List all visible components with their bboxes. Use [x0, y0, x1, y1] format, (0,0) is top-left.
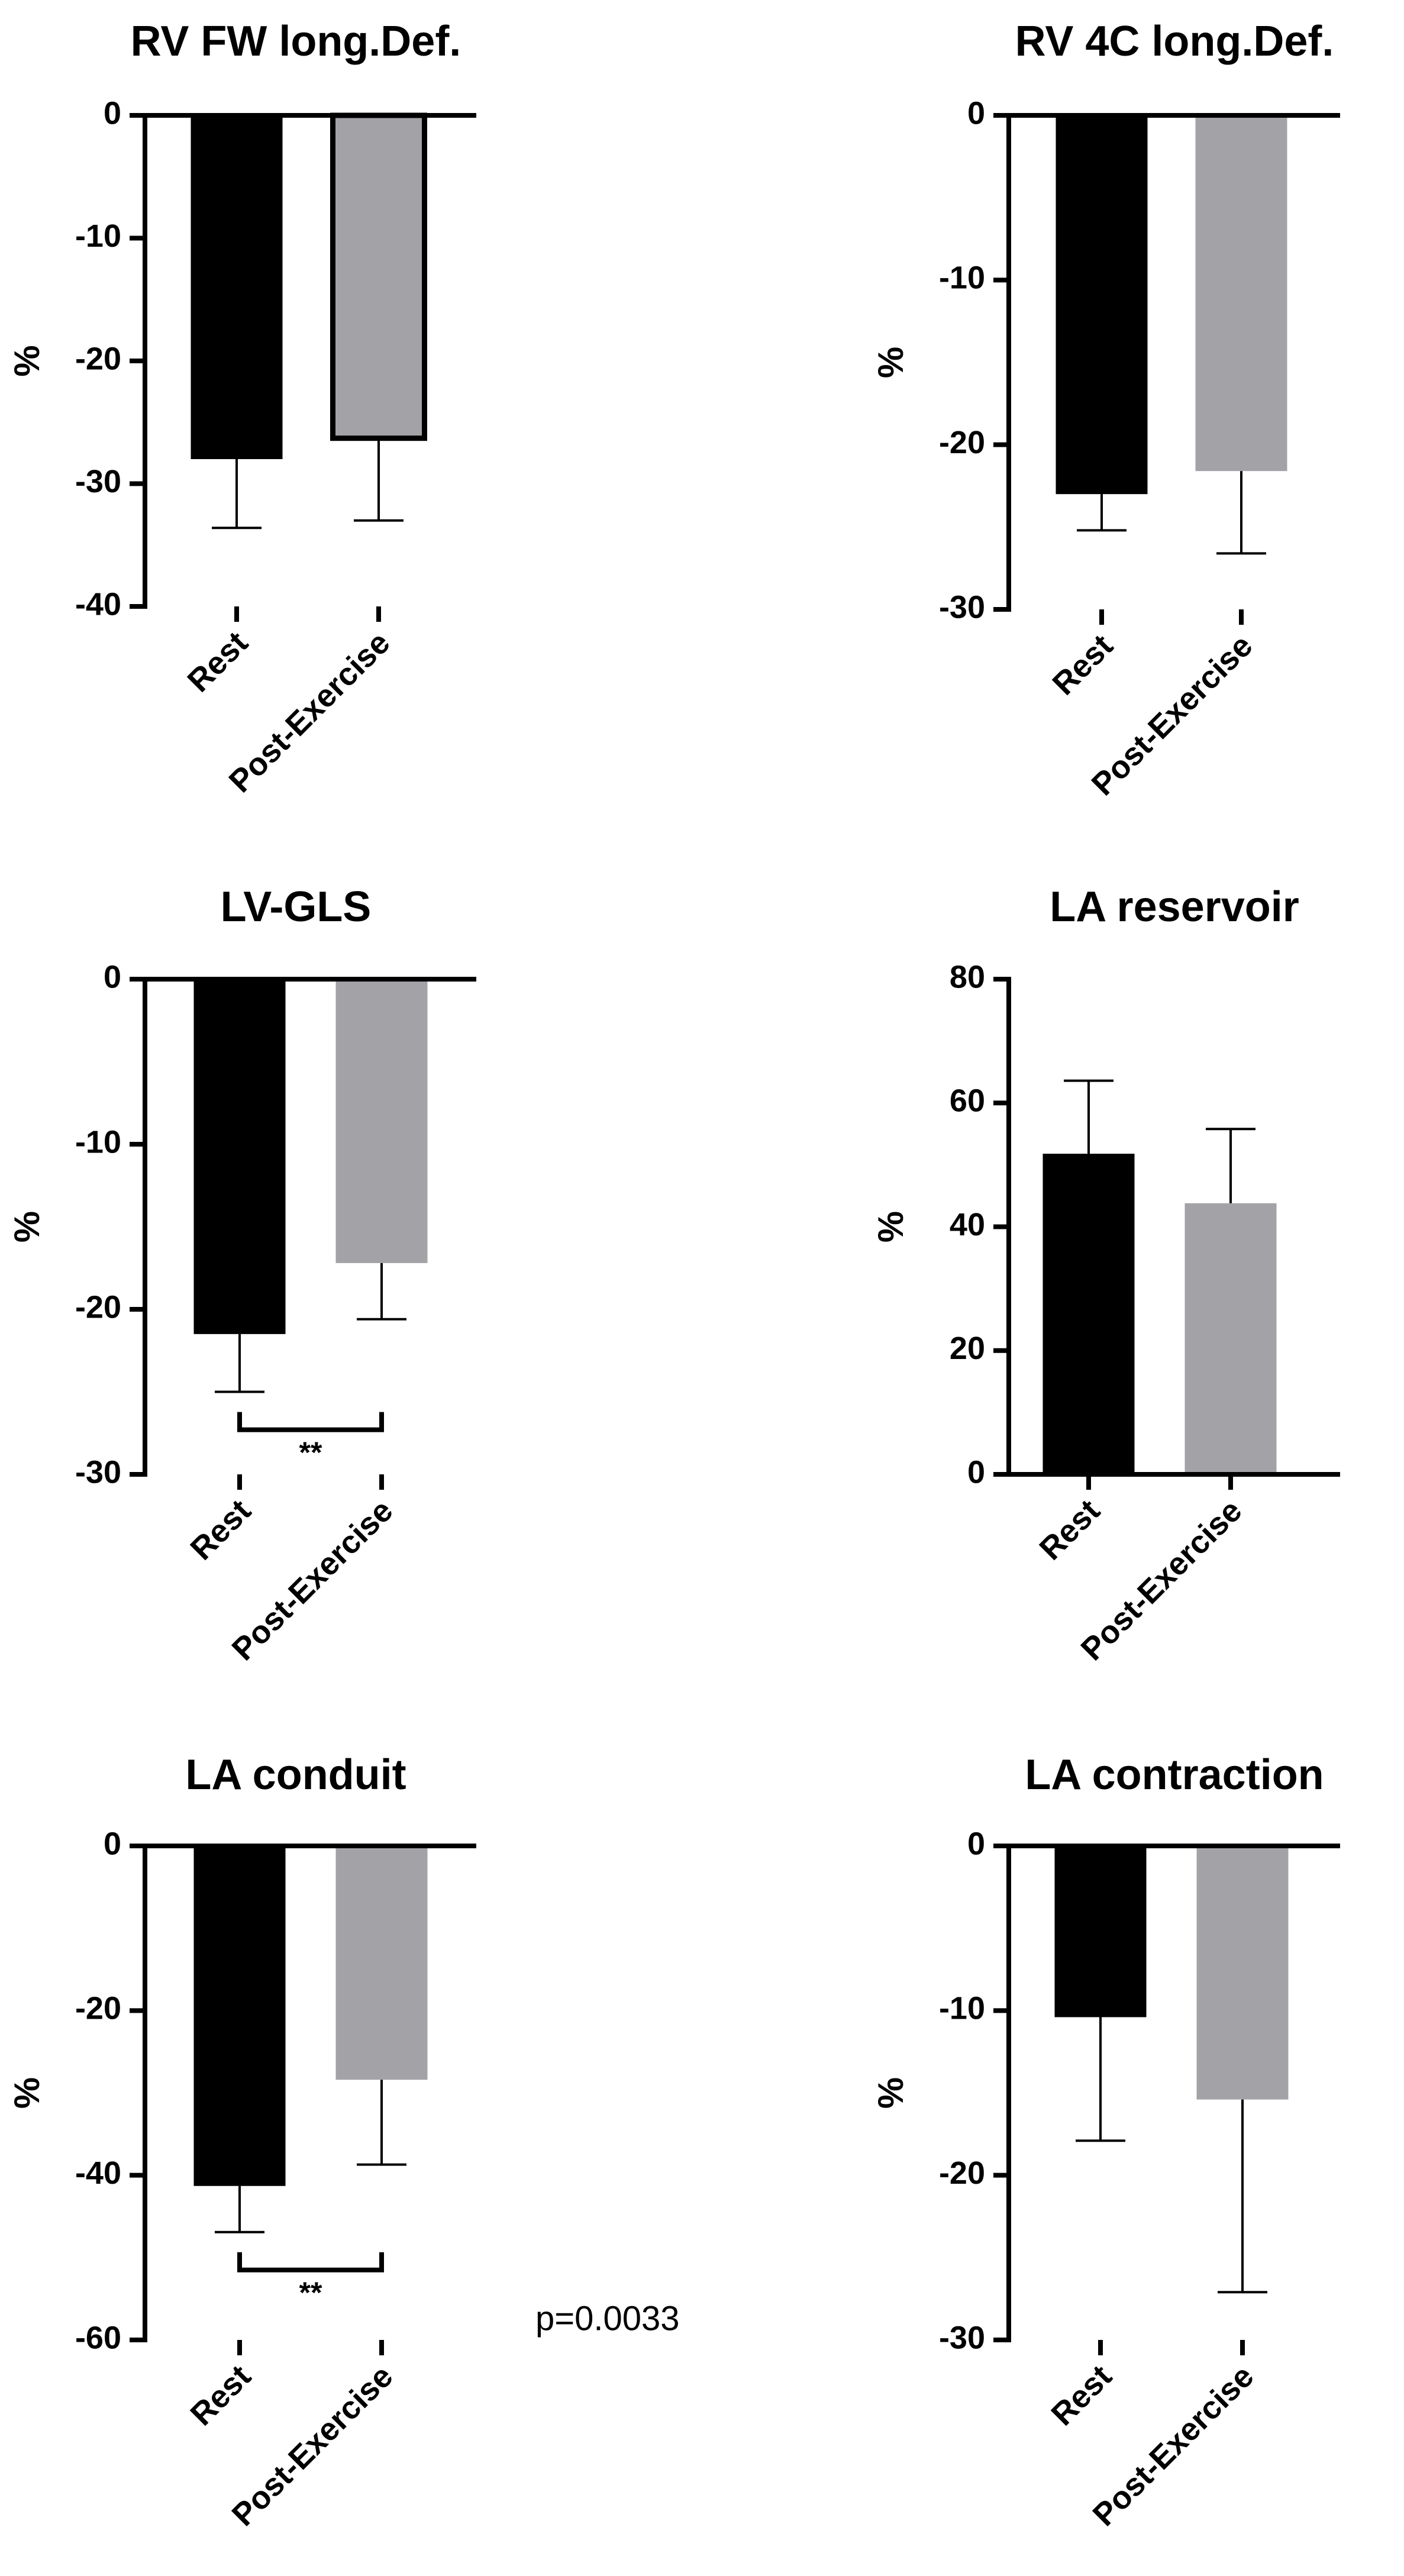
y-tick-label: 0: [967, 1454, 985, 1490]
x-tick-label: Rest: [183, 1493, 257, 1567]
y-tick-label: -20: [939, 2155, 985, 2191]
y-tick-label: -30: [939, 589, 985, 625]
bar-post-exercise: [1196, 1846, 1289, 2100]
x-tick-label: Rest: [1045, 628, 1119, 702]
y-tick-label: -30: [75, 464, 121, 499]
bar-post-exercise: [335, 1846, 428, 2080]
panel-5: LA conduit%0-20-40-60RestPost-Exercise**…: [7, 1751, 680, 2533]
panel-2: RV 4C long.Def.%0-10-20-30RestPost-Exerc…: [871, 18, 1340, 802]
y-tick-label: -10: [939, 260, 985, 296]
y-tick-label: 20: [950, 1331, 985, 1366]
chart-title: LV-GLS: [221, 883, 372, 931]
bar-post-exercise: [1184, 1203, 1277, 1474]
y-tick-label: -60: [75, 2320, 121, 2355]
bar-post-exercise: [1195, 115, 1287, 472]
y-tick-label: -10: [939, 1991, 985, 2026]
y-axis-label: %: [871, 1211, 911, 1242]
x-tick-label: Rest: [1044, 2358, 1118, 2432]
bar-rest: [1056, 115, 1148, 495]
chart-title: RV 4C long.Def.: [1015, 18, 1334, 65]
y-axis-label: %: [7, 1211, 47, 1242]
chart-title: LA conduit: [185, 1751, 406, 1799]
y-tick-label: -20: [75, 1991, 121, 2026]
significance-bracket: [237, 1412, 384, 1432]
y-tick-label: 60: [950, 1083, 985, 1119]
y-tick-label: -40: [75, 2155, 121, 2191]
y-axis-label: %: [871, 2077, 911, 2109]
y-tick-label: 0: [104, 95, 121, 131]
x-tick-label: Rest: [183, 2358, 257, 2432]
y-axis-label: %: [7, 345, 47, 376]
y-tick-label: 0: [104, 959, 121, 995]
y-tick-label: 0: [104, 1826, 121, 1861]
significance-label: **: [299, 2276, 322, 2309]
y-tick-label: 0: [967, 1826, 985, 1861]
x-tick-label: Rest: [1032, 1493, 1106, 1567]
y-tick-label: -20: [75, 341, 121, 376]
bar-post-exercise: [330, 112, 427, 441]
y-tick-label: -20: [75, 1289, 121, 1325]
p-value-annotation: p=0.0033: [535, 2299, 680, 2338]
y-tick-label: -10: [75, 1124, 121, 1160]
chart-title: LA reservoir: [1050, 883, 1299, 931]
y-tick-label: -40: [75, 586, 121, 622]
y-axis-label: %: [871, 347, 911, 378]
y-axis-label: %: [7, 2077, 47, 2109]
y-tick-label: 0: [967, 95, 985, 131]
panel-1: RV FW long.Def.%0-10-20-30-40RestPost-Ex…: [7, 18, 476, 799]
x-tick-label: Rest: [180, 625, 254, 699]
y-tick-label: -10: [75, 218, 121, 254]
bar-rest: [191, 115, 283, 459]
bar-rest: [1054, 1846, 1147, 2017]
y-tick-label: -30: [939, 2320, 985, 2355]
y-tick-label: -20: [939, 425, 985, 460]
bar-rest: [193, 979, 286, 1334]
chart-title: RV FW long.Def.: [131, 18, 461, 65]
y-tick-label: -30: [75, 1454, 121, 1490]
chart-title: LA contraction: [1025, 1751, 1324, 1799]
bar-rest: [193, 1846, 286, 2186]
significance-bracket: [237, 2252, 384, 2272]
significance-label: **: [299, 1436, 322, 1469]
bar-post-exercise: [335, 979, 428, 1263]
panel-6: LA contraction%0-10-20-30RestPost-Exerci…: [871, 1751, 1340, 2533]
y-tick-label: 40: [950, 1207, 985, 1242]
bar-rest: [1042, 1154, 1135, 1474]
y-tick-label: 80: [950, 959, 985, 995]
